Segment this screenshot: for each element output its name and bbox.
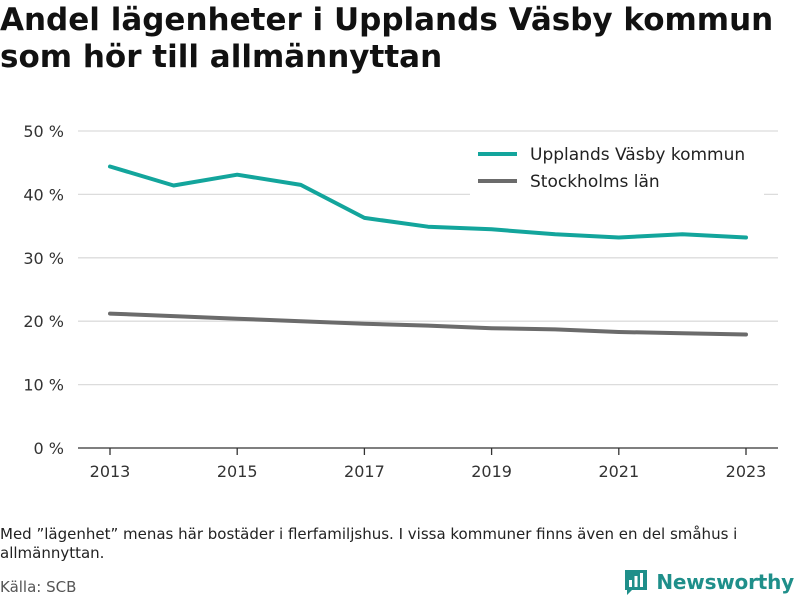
y-tick-label: 0 % bbox=[34, 439, 64, 458]
brand-name: Newsworthy bbox=[656, 570, 794, 594]
source-label: Källa: SCB bbox=[0, 578, 77, 596]
x-tick-label: 2019 bbox=[471, 462, 512, 481]
legend-label: Stockholms län bbox=[530, 172, 660, 192]
x-tick-label: 2023 bbox=[726, 462, 767, 481]
y-tick-label: 40 % bbox=[23, 185, 64, 204]
newsworthy-logo-icon bbox=[625, 570, 648, 595]
line-chart: 0 % 10 % 20 % 30 % 40 % 50 % 2013 2015 2017 2019 2… bbox=[23, 122, 778, 481]
y-tick-label: 10 % bbox=[23, 376, 64, 395]
x-tick-label: 2013 bbox=[90, 462, 131, 481]
chart-title: Andel lägenheter i Upplands Väsby kommun… bbox=[0, 2, 774, 75]
newsworthy-brand[interactable]: Newsworthy bbox=[623, 568, 794, 596]
series-line-2 bbox=[108, 311, 748, 337]
legend-label: Upplands Väsby kommun bbox=[530, 145, 745, 165]
series-line-1 bbox=[108, 164, 748, 240]
legend-box bbox=[470, 140, 764, 196]
chart-footnote: Med ”lägenhet” menas här bostäder i fler… bbox=[0, 525, 738, 562]
y-tick-label: 20 % bbox=[23, 312, 64, 331]
y-tick-label: 50 % bbox=[23, 122, 64, 141]
x-tick-label: 2017 bbox=[344, 462, 385, 481]
x-tick-label: 2021 bbox=[598, 462, 639, 481]
x-tick-label: 2015 bbox=[217, 462, 258, 481]
y-tick-label: 30 % bbox=[23, 249, 64, 268]
